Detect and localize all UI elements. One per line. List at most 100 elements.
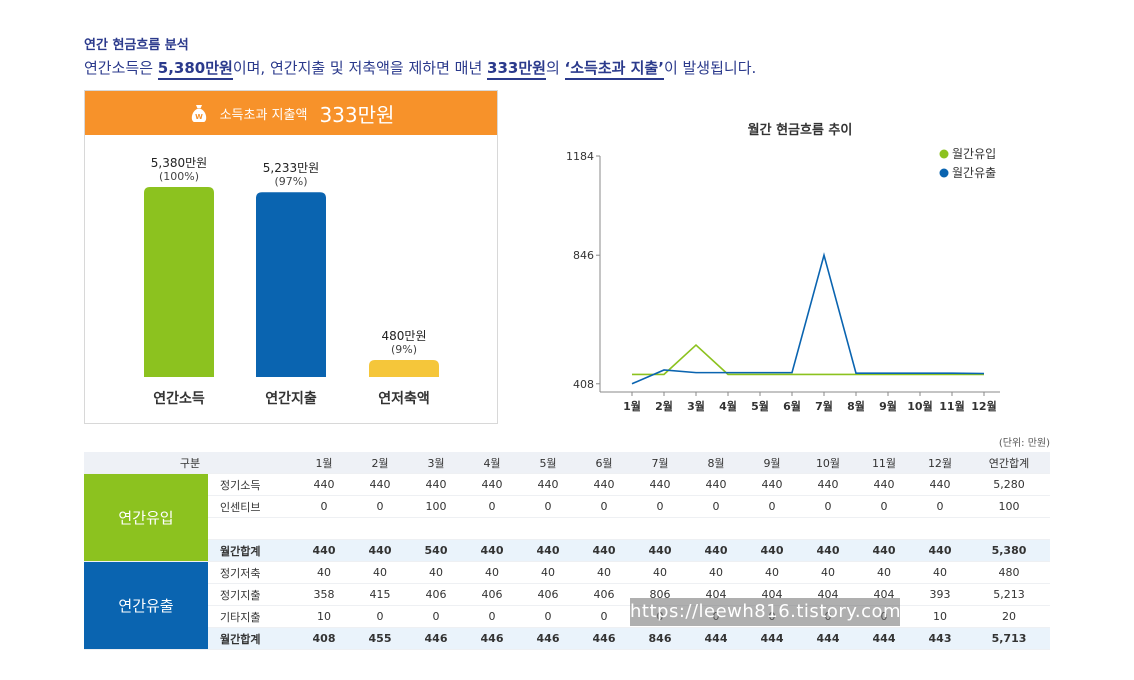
summary-text-3: 의 <box>545 59 565 77</box>
legend-label: 월간유출 <box>952 166 996 180</box>
table-cell <box>576 517 632 540</box>
summary-text-2: 이며, 연간지출 및 저축액을 제하면 매년 <box>232 59 488 77</box>
legend-label: 월간유입 <box>952 147 996 161</box>
annual-summary-card: W 소득초과 지출액 333만원 5,380만원 (100%) 연간소득 5,233만… <box>84 90 498 424</box>
row-item-label: 기타지출 <box>208 605 296 628</box>
table-cell: 40 <box>352 561 408 584</box>
annual-bar-chart: 5,380만원(100%) 연간소득 5,233만원(97%) 연간지출 480만원(9… <box>144 156 439 407</box>
table-cell: 0 <box>856 495 912 518</box>
bar-percent-label: (100%) <box>159 170 199 183</box>
monthly-line-chart: 408 846 1184 1월 2월 3월 4월 5월 6월 7월 8월 9월 10월 11월 12월 월간유… <box>566 147 1000 413</box>
table-cell: 358 <box>296 583 352 606</box>
table-cell <box>968 517 1050 540</box>
header-month: 10월 <box>800 452 856 474</box>
table-cell <box>408 517 464 540</box>
table-cell: 440 <box>856 539 912 562</box>
table-cell: 0 <box>352 605 408 628</box>
watermark-url: https://leewh816.tistory.com <box>630 598 901 626</box>
bar <box>369 360 439 377</box>
table-cell: 440 <box>800 539 856 562</box>
bar <box>256 192 326 377</box>
table-cell: 480 <box>968 561 1050 584</box>
table-cell: 40 <box>688 561 744 584</box>
x-tick-label: 2월 <box>655 399 673 413</box>
table-cell: 0 <box>688 495 744 518</box>
table-cell: 443 <box>912 627 968 650</box>
monthly-total-row: 월간합계 440 440 540 440 440 440 440 440 440 440 440 440… <box>84 539 1050 562</box>
spacer-row <box>84 517 1050 540</box>
header-category: 구분 <box>84 452 296 474</box>
table-cell: 0 <box>464 605 520 628</box>
series-line <box>631 252 985 385</box>
table-row: 정기지출 358 415 406 406 406 406 806 404 404 404 404 393… <box>84 583 1050 606</box>
table-cell: 100 <box>408 495 464 518</box>
table-cell: 40 <box>912 561 968 584</box>
table-cell: 40 <box>408 561 464 584</box>
table-cell: 440 <box>576 539 632 562</box>
table-cell: 440 <box>520 473 576 496</box>
table-cell: 40 <box>464 561 520 584</box>
table-cell <box>464 517 520 540</box>
bar-percent-label: (97%) <box>274 175 307 188</box>
x-tick-label: 6월 <box>783 399 801 413</box>
row-item-label: 월간합계 <box>208 539 296 562</box>
header-month: 5월 <box>520 452 576 474</box>
excess-spending-label: 소득초과 지출액 <box>219 107 308 123</box>
header-month: 12월 <box>912 452 968 474</box>
y-tick-label: 1184 <box>566 150 594 163</box>
x-tick-label: 4월 <box>719 399 737 413</box>
table-cell <box>912 517 968 540</box>
table-cell: 0 <box>464 495 520 518</box>
table-cell: 444 <box>744 627 800 650</box>
x-tick-label: 12월 <box>971 399 996 413</box>
table-cell: 40 <box>576 561 632 584</box>
table-cell: 440 <box>296 473 352 496</box>
table-cell: 446 <box>576 627 632 650</box>
monthly-cashflow-table: 구분 1월 2월 3월 4월 5월 6월 7월 8월 9월 10월 11월 12… <box>84 452 1050 650</box>
table-cell: 446 <box>464 627 520 650</box>
x-tick-label: 3월 <box>687 399 705 413</box>
table-cell: 40 <box>856 561 912 584</box>
bar-value-label: 480만원 <box>382 329 427 343</box>
x-tick-label: 11월 <box>939 399 964 413</box>
bar-category-label: 연간지출 <box>265 390 317 407</box>
table-cell <box>520 517 576 540</box>
table-cell: 40 <box>632 561 688 584</box>
table-cell: 444 <box>688 627 744 650</box>
table-cell: 440 <box>632 539 688 562</box>
x-tick-label: 1월 <box>623 399 641 413</box>
table-cell: 406 <box>408 583 464 606</box>
row-item-label: 정기소득 <box>208 473 296 496</box>
table-cell: 446 <box>520 627 576 650</box>
header-month: 7월 <box>632 452 688 474</box>
table-row: 기타지출1000000000001020 <box>84 605 1050 628</box>
table-cell <box>800 517 856 540</box>
bar-percent-label: (9%) <box>391 343 417 356</box>
bar-value-label: 5,380만원 <box>151 156 207 170</box>
series-line <box>632 343 984 376</box>
table-cell: 10 <box>296 605 352 628</box>
excess-spending-banner: W 소득초과 지출액 333만원 <box>85 91 497 135</box>
table-cell: 440 <box>576 473 632 496</box>
table-cell: 415 <box>352 583 408 606</box>
monthly-total-row: 월간합계 408 455 446 446 446 446 846 444 444 444 444 443… <box>84 627 1050 650</box>
table-cell: 406 <box>520 583 576 606</box>
table-cell: 40 <box>296 561 352 584</box>
table-cell: 440 <box>912 473 968 496</box>
table-cell: 440 <box>296 539 352 562</box>
header-month: 9월 <box>744 452 800 474</box>
table-cell: 0 <box>520 495 576 518</box>
bar-category-label: 연간소득 <box>153 390 205 407</box>
table-cell: 440 <box>464 539 520 562</box>
bar <box>144 187 214 377</box>
table-row: 연간유출 정기저축 40 40 40 40 40 40 40 40 40 40 40 40 480 <box>84 561 1050 650</box>
x-tick-label: 9월 <box>879 399 897 413</box>
table-cell: 406 <box>576 583 632 606</box>
header-month: 1월 <box>296 452 352 474</box>
x-tick-label: 5월 <box>751 399 769 413</box>
group-label-outflow: 연간유출 <box>84 561 208 650</box>
header-annual-total: 연간합계 <box>968 452 1050 474</box>
table-cell: 440 <box>856 473 912 496</box>
section-title: 연간 현금흐름 분석 <box>84 38 189 53</box>
row-item-label: 정기지출 <box>208 583 296 606</box>
